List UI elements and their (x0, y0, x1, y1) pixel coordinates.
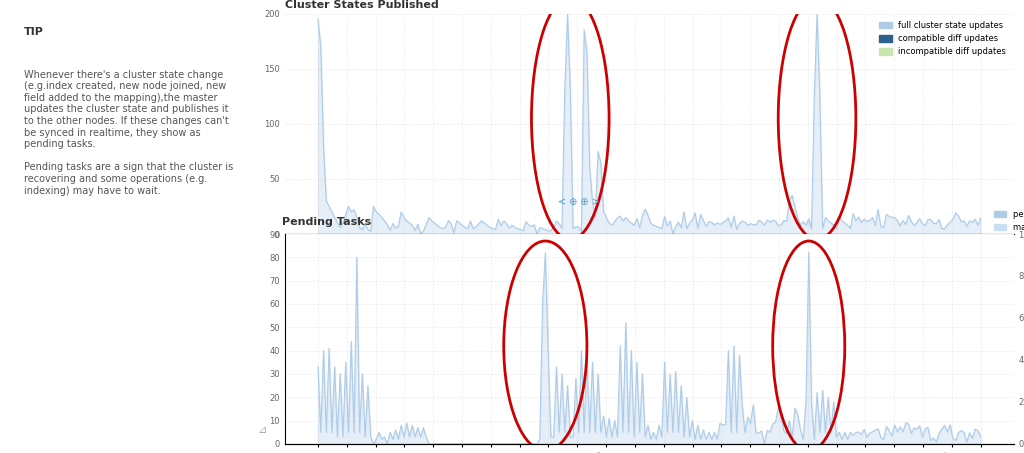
Text: Whenever there's a cluster state change
(e.g.index created, new node joined, new: Whenever there's a cluster state change … (24, 70, 233, 196)
Legend: pending tasks, max queue waiting time: pending tasks, max queue waiting time (990, 207, 1024, 236)
Text: Cluster States Published: Cluster States Published (285, 0, 438, 10)
Legend: full cluster state updates, compatible diff updates, incompatible diff updates: full cluster state updates, compatible d… (876, 18, 1010, 60)
Text: TIP: TIP (24, 27, 44, 37)
Text: Pending Tasks: Pending Tasks (282, 217, 371, 227)
Text: ⊿: ⊿ (257, 425, 266, 435)
Text: < ⊕ ⊕ >: < ⊕ ⊕ > (558, 197, 599, 207)
